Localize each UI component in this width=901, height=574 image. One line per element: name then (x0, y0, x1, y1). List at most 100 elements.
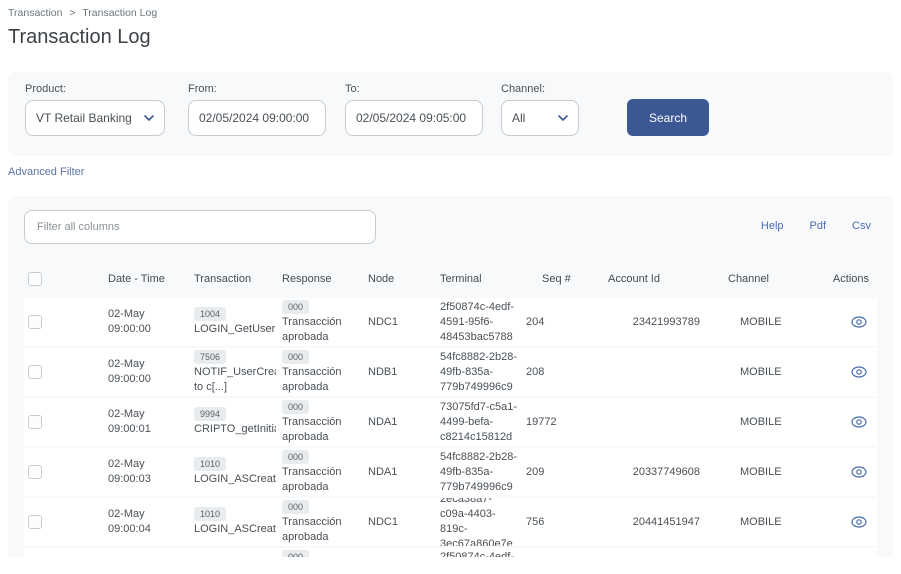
product-label: Product: (25, 83, 66, 95)
table-row: 02-May 09:00:00 1004 LOGIN_GetUserin 000 … (24, 298, 877, 346)
cell-terminal: 2eca38a7-c09a-4403-819c-3ec67a860e7e (440, 498, 513, 546)
row-checkbox[interactable] (28, 365, 42, 379)
response-code-badge: 000 (282, 349, 310, 364)
cell-date-time: 02-May 09:00:00 (108, 308, 151, 335)
view-details-button[interactable] (851, 516, 867, 528)
cell-account-id: 20441451947 (632, 515, 700, 528)
response-code-badge: 000 (282, 499, 310, 514)
from-field: From: (188, 83, 326, 136)
cell-response: 000 Transacción aprobada (276, 548, 362, 557)
row-checkbox[interactable] (28, 465, 42, 479)
cell-seq: 19772 (526, 415, 557, 428)
from-datetime-input[interactable] (199, 111, 315, 125)
from-label: From: (188, 83, 217, 95)
cell-channel: MOBILE (740, 365, 782, 378)
transaction-code-badge: 7506 (194, 349, 227, 364)
column-header-transaction[interactable]: Transaction (194, 272, 252, 285)
cell-account-id: 23421993789 (632, 315, 700, 328)
column-header-response[interactable]: Response (282, 272, 332, 285)
cell-seq: 758 (524, 548, 598, 557)
cell-response: 000 Transacción aprobada (282, 499, 342, 543)
channel-field: Channel: All (501, 83, 579, 136)
cell-node: NDC1 (368, 315, 398, 328)
column-header-channel[interactable]: Channel (728, 272, 769, 285)
table-panel: Help Pdf Csv Date - Time Transaction Res… (8, 196, 893, 557)
breadcrumb-parent[interactable]: Transaction (8, 7, 63, 19)
column-header-account-id[interactable]: Account Id (608, 272, 660, 285)
row-checkbox[interactable] (28, 415, 42, 429)
cell-channel: MOBILE (740, 465, 782, 478)
cell-transaction: 1004 LOGIN_GetUserin (194, 307, 276, 335)
row-checkbox[interactable] (28, 315, 42, 329)
cell-terminal: 2f50874c-4edf-4591-95f6-48453bac5788 (440, 300, 514, 343)
response-code-badge: 000 (282, 299, 310, 314)
column-header-terminal[interactable]: Terminal (440, 272, 482, 285)
chevron-down-icon (144, 115, 154, 121)
channel-select[interactable]: All (501, 100, 579, 136)
product-field: Product: VT Retail Banking (25, 83, 165, 136)
response-code-badge: 000 (282, 549, 310, 557)
table-header-row: Date - Time Transaction Response Node Te… (24, 260, 877, 298)
cell-node: NDA1 (368, 465, 398, 478)
cell-node: NDC1 (368, 515, 398, 528)
transaction-code-badge: 1010 (194, 507, 227, 521)
cell-date-time: 02-May 09:00:03 (108, 458, 151, 485)
select-all-checkbox[interactable] (28, 272, 42, 286)
cell-channel: MOBILE (740, 515, 782, 528)
cell-seq: 208 (526, 365, 545, 378)
transaction-code-badge: 1004 (194, 307, 227, 321)
cell-account-id (598, 348, 708, 396)
cell-transaction: 1010 LOGIN_ASCreate (194, 457, 276, 485)
csv-export-link[interactable]: Csv (852, 220, 871, 232)
product-select[interactable]: VT Retail Banking (25, 100, 165, 136)
chevron-down-icon (558, 115, 568, 121)
cell-account-id (598, 548, 708, 557)
to-field: To: (345, 83, 483, 136)
page-title: Transaction Log (8, 26, 151, 48)
cell-node: NDC1 (362, 548, 434, 557)
eye-icon (851, 516, 867, 528)
breadcrumb-current: Transaction Log (82, 7, 158, 19)
filter-columns-input[interactable] (24, 210, 376, 244)
row-checkbox[interactable] (28, 515, 42, 529)
view-details-button[interactable] (851, 416, 867, 428)
product-select-value: VT Retail Banking (36, 111, 132, 125)
eye-icon (851, 316, 867, 328)
table-row: 02-May 09:00:03 1010 LOGIN_ASCreate 000 T… (24, 448, 877, 496)
eye-icon (851, 366, 867, 378)
pdf-export-link[interactable]: Pdf (809, 220, 827, 232)
cell-node: NDA1 (368, 415, 398, 428)
cell-transaction: 9994 CRIPTO_getInitial (194, 407, 276, 435)
cell-response: 000 Transacción aprobada (282, 449, 342, 493)
table-row: 02-May 09:00:01 9994 CRIPTO_getInitial 00… (24, 398, 877, 446)
advanced-filter-link[interactable]: Advanced Filter (8, 166, 85, 178)
cell-response: 000 Transacción aprobada (282, 399, 342, 443)
cell-transaction: 1010 LOGIN_ASCreate (188, 548, 276, 557)
cell-terminal: 54fc8882-2b28-49fb-835a-779b749996c9 (440, 350, 518, 393)
eye-icon (851, 416, 867, 428)
column-header-date-time[interactable]: Date - Time (108, 272, 165, 285)
cell-response: 000 Transacción aprobada (282, 349, 342, 393)
channel-select-value: All (512, 111, 526, 125)
cell-transaction: 7506 NOTIF_UserCreat to c[...] (194, 349, 276, 393)
view-details-button[interactable] (851, 366, 867, 378)
column-header-seq[interactable]: Seq # (542, 272, 571, 285)
table-toolbar: Help Pdf Csv (24, 210, 877, 244)
column-header-node[interactable]: Node (368, 272, 395, 285)
help-link[interactable]: Help (760, 220, 784, 232)
search-button[interactable]: Search (627, 99, 710, 136)
cell-terminal: 54fc8882-2b28-49fb-835a-779b749996c9 (440, 450, 518, 493)
table-body: 02-May 09:00:00 1004 LOGIN_GetUserin 000 … (24, 298, 877, 557)
cell-seq: 756 (526, 515, 545, 528)
cell-node: NDB1 (368, 365, 398, 378)
to-datetime-input[interactable] (356, 111, 472, 125)
view-details-button[interactable] (851, 466, 867, 478)
cell-transaction: 1010 LOGIN_ASCreate (194, 507, 276, 535)
view-details-button[interactable] (851, 316, 867, 328)
channel-label: Channel: (501, 83, 546, 95)
